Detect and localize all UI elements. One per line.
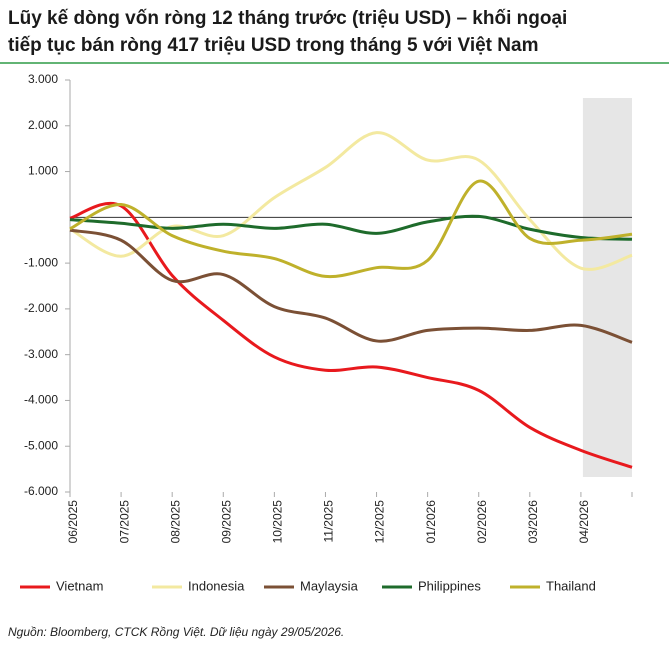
series-line: [69, 202, 633, 469]
legend-label: Thailand: [546, 578, 596, 593]
x-tick-label: 04/2026: [577, 500, 591, 544]
source-note: Nguồn: Bloomberg, CTCK Rồng Việt. Dữ liệ…: [8, 625, 344, 639]
chart-title: tiếp tục bán ròng 417 triệu USD trong th…: [8, 35, 538, 56]
y-tick-label: 2.000: [28, 118, 58, 132]
y-tick-label: -6.000: [24, 484, 58, 498]
legend-label: Philippines: [418, 578, 481, 593]
legend-label: Maylaysia: [300, 578, 359, 593]
y-tick-label: -4.000: [24, 393, 58, 407]
x-tick-label: 09/2025: [219, 500, 233, 544]
y-tick-label: -3.000: [24, 347, 58, 361]
x-tick-label: 06/2025: [66, 500, 80, 544]
highlight-band: [582, 98, 632, 477]
y-tick-label: 3.000: [28, 72, 58, 86]
series-line: [69, 179, 633, 279]
y-tick-label: -2.000: [24, 301, 58, 315]
legend-label: Indonesia: [188, 578, 245, 593]
x-tick-label: 03/2026: [526, 500, 540, 544]
y-tick-label: -1.000: [24, 255, 58, 269]
x-tick-label: 11/2025: [322, 500, 336, 543]
legend-label: Vietnam: [56, 578, 103, 593]
x-tick-label: 08/2025: [168, 500, 182, 544]
y-tick-label: -5.000: [24, 438, 58, 452]
x-tick-label: 10/2025: [271, 500, 285, 544]
x-tick-label: 07/2025: [117, 500, 131, 544]
x-tick-label: 12/2025: [373, 500, 387, 544]
series-line: [69, 214, 633, 241]
y-tick-label: 1.000: [28, 164, 58, 178]
series-line: [69, 228, 633, 344]
x-tick-label: 02/2026: [475, 500, 489, 544]
x-tick-label: 01/2026: [424, 500, 438, 544]
chart-title: Lũy kế dòng vốn ròng 12 tháng trước (tri…: [8, 8, 567, 29]
